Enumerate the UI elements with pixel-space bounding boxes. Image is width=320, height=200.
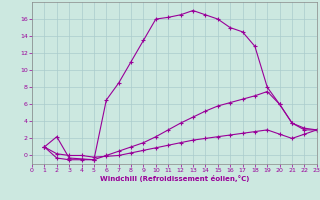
X-axis label: Windchill (Refroidissement éolien,°C): Windchill (Refroidissement éolien,°C) — [100, 175, 249, 182]
